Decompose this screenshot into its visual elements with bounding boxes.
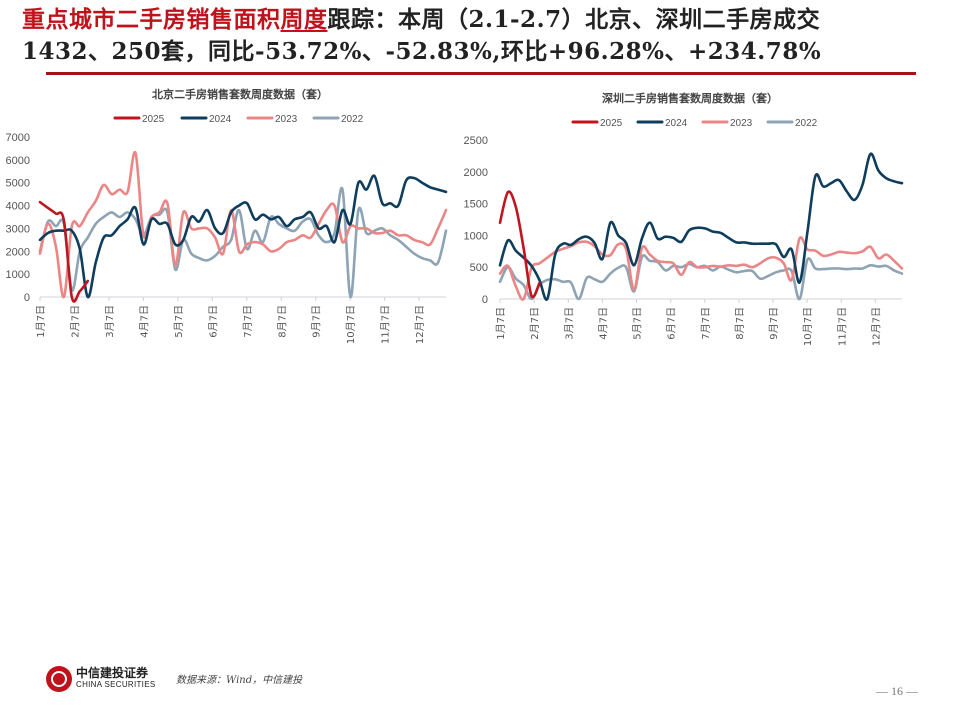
shenzhen-chart: 深圳二手房销售套数周度数据（套） 2025 2024 2023 2022 0 500 1000…	[460, 82, 920, 362]
x-tick-label: 1月7日	[495, 307, 507, 340]
x-tick-label: 11月7日	[836, 307, 848, 346]
x-tick-label: 1月7日	[35, 305, 47, 338]
legend-item-2024: 2024	[636, 118, 688, 129]
shenzhen-chart-svg: 深圳二手房销售套数周度数据（套） 2025 2024 2023 2022 0 500 1000…	[464, 91, 904, 346]
x-tick-label: 2月7日	[529, 307, 541, 340]
series-line-2025	[38, 200, 90, 303]
svg-text:2024: 2024	[209, 114, 232, 125]
x-tick-label: 8月7日	[276, 305, 288, 338]
y-tick-label: 2500	[464, 135, 488, 147]
x-tick-label: 7月7日	[242, 305, 254, 338]
logo-cn-text: 中信建投证券	[76, 666, 149, 680]
legend-item-2025: 2025	[571, 118, 623, 129]
y-tick-label: 3000	[6, 223, 30, 235]
svg-text:2022: 2022	[341, 114, 364, 125]
x-tick-label: 8月7日	[734, 307, 746, 340]
y-tick-label: 2000	[6, 246, 30, 258]
x-tick-label: 10月7日	[802, 307, 814, 346]
headline-line-1: 重点城市二手房销售面积周度跟踪：本周（2.1-2.7）北京、深圳二手房成交	[22, 4, 922, 36]
x-tick-label: 12月7日	[870, 307, 882, 346]
y-tick-label: 5000	[6, 178, 30, 190]
svg-text:2023: 2023	[275, 114, 298, 125]
series-line-2024	[38, 174, 448, 299]
legend-item-2022: 2022	[312, 114, 364, 125]
series-line-2024	[498, 152, 904, 301]
series-line-2023	[38, 151, 448, 299]
legend-item-2023: 2023	[246, 114, 298, 125]
y-tick-label: 1000	[6, 269, 30, 281]
y-tick-label: 0	[482, 294, 488, 306]
y-tick-label: 1500	[464, 199, 488, 211]
x-tick-label: 6月7日	[666, 307, 678, 340]
y-tick-label: 4000	[6, 201, 30, 213]
x-tick-label: 12月7日	[414, 305, 426, 344]
legend-item-2023: 2023	[701, 118, 753, 129]
svg-text:2025: 2025	[142, 114, 165, 125]
x-tick-label: 4月7日	[138, 305, 150, 338]
y-tick-label: 2000	[464, 167, 488, 179]
chart-title: 深圳二手房销售套数周度数据（套）	[602, 91, 778, 105]
x-tick-label: 11月7日	[380, 305, 392, 344]
page-number: — 16 —	[876, 684, 918, 698]
logo-en-text: CHINA SECURITIES	[76, 680, 156, 689]
x-tick-label: 10月7日	[345, 305, 357, 344]
data-source-note: 数据来源：Wind，中信建投	[176, 675, 303, 686]
y-tick-label: 500	[470, 262, 488, 274]
x-tick-label: 7月7日	[700, 307, 712, 340]
y-tick-label: 1000	[464, 230, 488, 242]
company-logo: 中信建投证券 CHINA SECURITIES	[46, 666, 155, 692]
y-tick-label: 0	[24, 292, 30, 304]
x-tick-label: 3月7日	[563, 307, 575, 340]
x-tick-label: 5月7日	[173, 305, 185, 338]
svg-text:2025: 2025	[600, 118, 623, 129]
legend-item-2024: 2024	[180, 114, 232, 125]
svg-text:2023: 2023	[730, 118, 753, 129]
x-tick-label: 2月7日	[69, 305, 81, 338]
beijing-chart: 北京二手房销售套数周度数据（套） 2025 2024 2023 2022 0 1000 200…	[0, 82, 460, 362]
logo-mark-icon	[46, 666, 72, 692]
chart-title: 北京二手房销售套数周度数据（套）	[152, 87, 328, 101]
y-tick-label: 7000	[6, 132, 30, 144]
x-tick-label: 3月7日	[104, 305, 116, 338]
series-line-2025	[498, 190, 541, 299]
headline-rest-text: 跟踪：本周（2.1-2.7）北京、深圳二手房成交	[327, 6, 821, 33]
title-divider	[46, 72, 916, 75]
legend-item-2022: 2022	[766, 118, 818, 129]
svg-text:2022: 2022	[795, 118, 818, 129]
headline-red-text: 重点城市二手房销售面积	[22, 6, 281, 33]
x-tick-label: 4月7日	[597, 307, 609, 340]
beijing-chart-svg: 北京二手房销售套数周度数据（套） 2025 2024 2023 2022 0 1000 200…	[6, 87, 448, 344]
slide-headline: 重点城市二手房销售面积周度跟踪：本周（2.1-2.7）北京、深圳二手房成交 14…	[22, 4, 922, 68]
series-line-2022	[498, 254, 904, 301]
y-tick-label: 6000	[6, 155, 30, 167]
headline-line-2: 1432、250套，同比-53.72%、-52.83%,环比+96.28%、+2…	[22, 38, 822, 65]
x-tick-label: 6月7日	[207, 305, 219, 338]
headline-underlined-text: 周度	[280, 6, 328, 33]
x-tick-label: 9月7日	[311, 305, 323, 338]
series-line-2023	[498, 236, 904, 301]
legend-item-2025: 2025	[113, 114, 165, 125]
x-tick-label: 5月7日	[632, 307, 644, 340]
x-tick-label: 9月7日	[768, 307, 780, 340]
svg-text:2024: 2024	[665, 118, 688, 129]
